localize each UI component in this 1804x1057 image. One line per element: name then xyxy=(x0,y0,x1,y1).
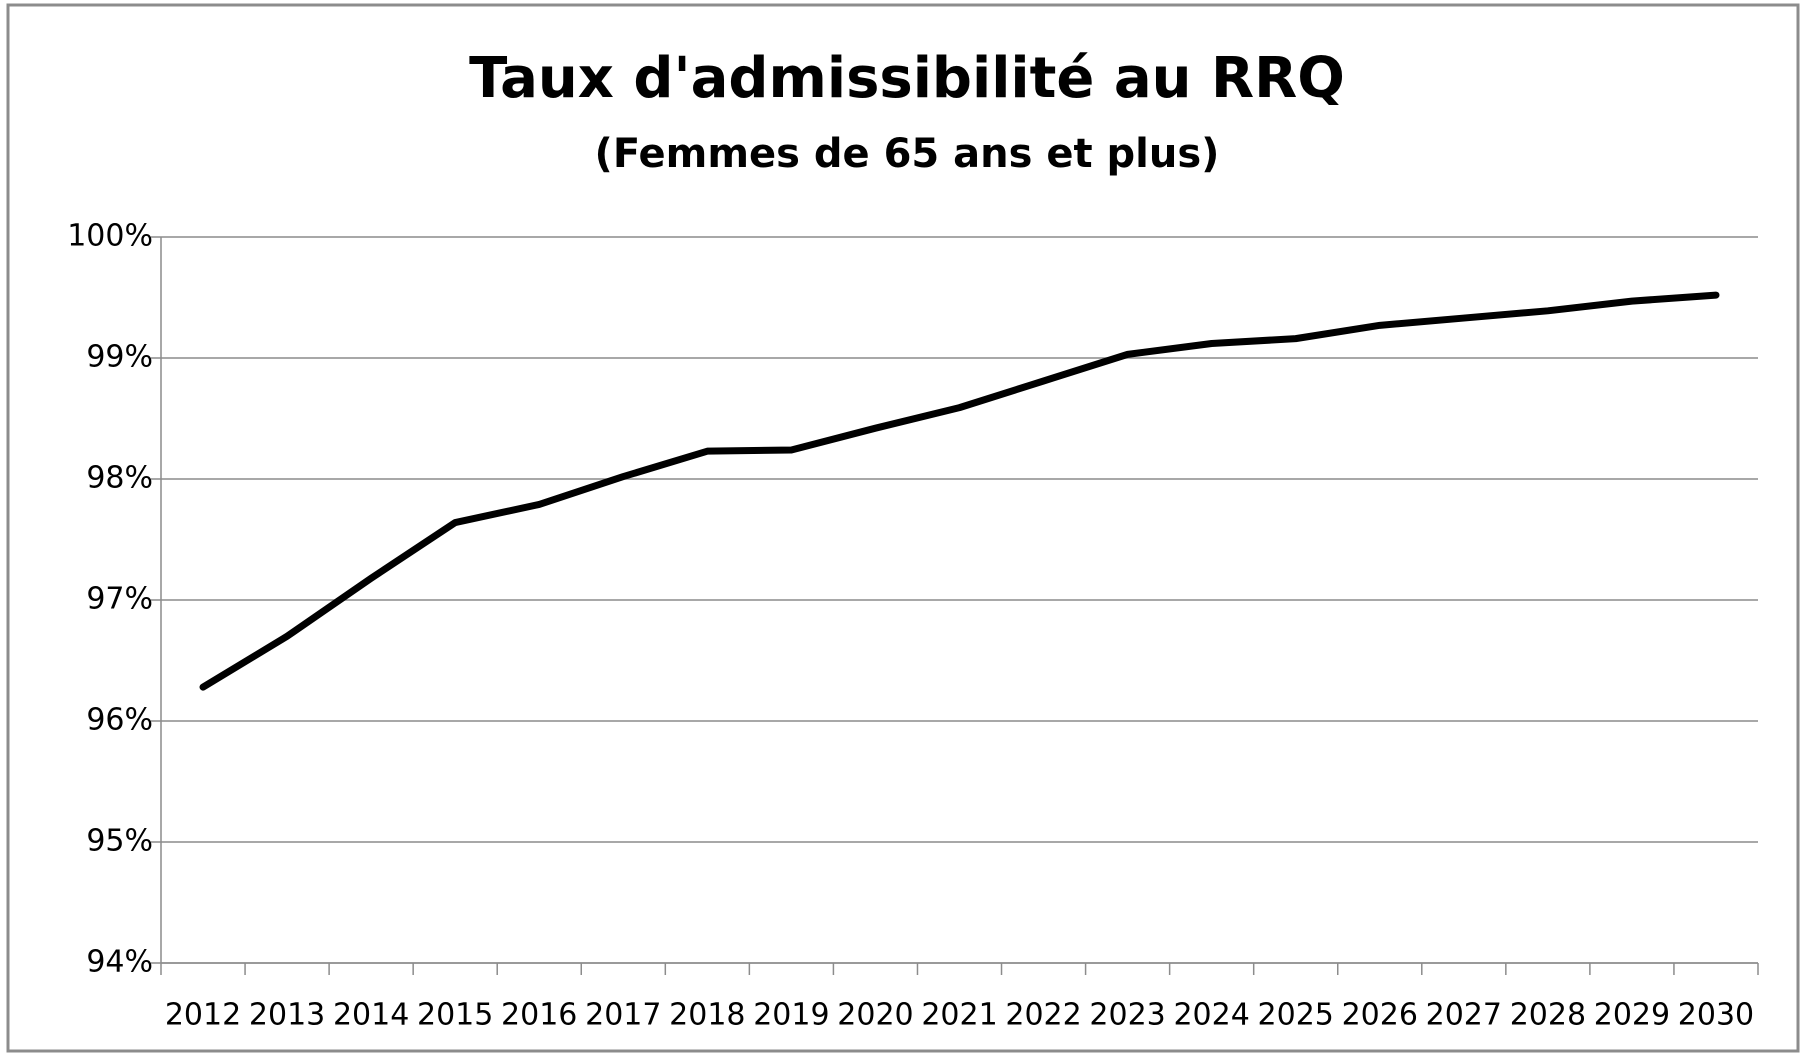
y-tick-label: 95% xyxy=(86,824,153,859)
x-tick-label: 2026 xyxy=(1342,998,1418,1033)
y-tick-label: 96% xyxy=(86,703,153,738)
chart-frame xyxy=(6,3,1800,1053)
x-tick-label: 2015 xyxy=(417,998,493,1033)
data-line xyxy=(199,291,1720,691)
x-tick-label: 2024 xyxy=(1173,998,1249,1033)
chart-title: Taux d'admissibilité au RRQ xyxy=(469,46,1345,111)
x-tick-label: 2014 xyxy=(333,998,409,1033)
x-tick-label: 2019 xyxy=(753,998,829,1033)
x-tick-label: 2017 xyxy=(585,998,661,1033)
x-tick-label: 2021 xyxy=(921,998,997,1033)
chart-subtitle: (Femmes de 65 ans et plus) xyxy=(595,131,1220,177)
y-tick-label: 100% xyxy=(67,219,153,254)
x-tick-label: 2022 xyxy=(1005,998,1081,1033)
x-tick-label: 2023 xyxy=(1089,998,1165,1033)
y-tick-label: 94% xyxy=(86,945,153,980)
x-tick-label: 2025 xyxy=(1258,998,1334,1033)
x-tick-label: 2028 xyxy=(1510,998,1586,1033)
y-tick-label: 99% xyxy=(86,340,153,375)
x-tick-label: 2013 xyxy=(249,998,325,1033)
x-tick-label: 2016 xyxy=(501,998,577,1033)
x-tick-label: 2018 xyxy=(669,998,745,1033)
x-tick-label: 2029 xyxy=(1594,998,1670,1033)
x-tick-label: 2030 xyxy=(1678,998,1754,1033)
x-tick-label: 2012 xyxy=(165,998,241,1033)
y-tick-label: 98% xyxy=(86,461,153,496)
x-tick-label: 2027 xyxy=(1426,998,1502,1033)
y-tick-label: 97% xyxy=(86,582,153,617)
x-tick-label: 2020 xyxy=(837,998,913,1033)
